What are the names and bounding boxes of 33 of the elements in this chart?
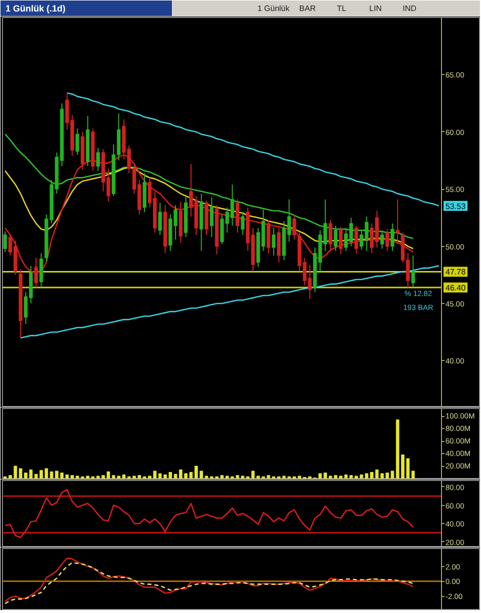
- candlestick: [240, 212, 245, 236]
- candlestick: [396, 198, 400, 245]
- candlestick: [338, 226, 343, 255]
- data-label: 53.53: [446, 202, 466, 211]
- candlestick: [276, 228, 281, 263]
- text: 1 Günlük: [257, 4, 291, 13]
- candlestick: [236, 198, 240, 234]
- candlestick: [385, 228, 390, 252]
- ref-line-label: 47.78: [446, 268, 466, 277]
- text: LIN: [369, 4, 382, 13]
- candlestick: [411, 254, 415, 287]
- candlestick: [272, 228, 276, 256]
- text: TL: [336, 4, 347, 13]
- bar: [220, 475, 224, 478]
- candlestick: [380, 230, 384, 250]
- candlestick: [292, 214, 296, 240]
- candlestick: [328, 220, 332, 252]
- candlestick: [334, 225, 338, 252]
- candlestick: [39, 252, 44, 288]
- candlestick: [3, 230, 7, 253]
- text: IND: [402, 4, 417, 13]
- bar: [411, 470, 415, 478]
- candlestick: [210, 196, 214, 238]
- line-series: [66, 92, 440, 207]
- candlestick: [158, 202, 162, 236]
- ref-line-label: 46.40: [446, 284, 466, 293]
- line-series: [4, 489, 414, 538]
- text: 1 Günlük (.1d): [6, 4, 66, 14]
- candlestick: [354, 225, 358, 254]
- candlestick: [96, 147, 100, 172]
- text: BAR: [299, 4, 316, 13]
- candlestick: [76, 128, 80, 156]
- candlestick: [390, 222, 394, 252]
